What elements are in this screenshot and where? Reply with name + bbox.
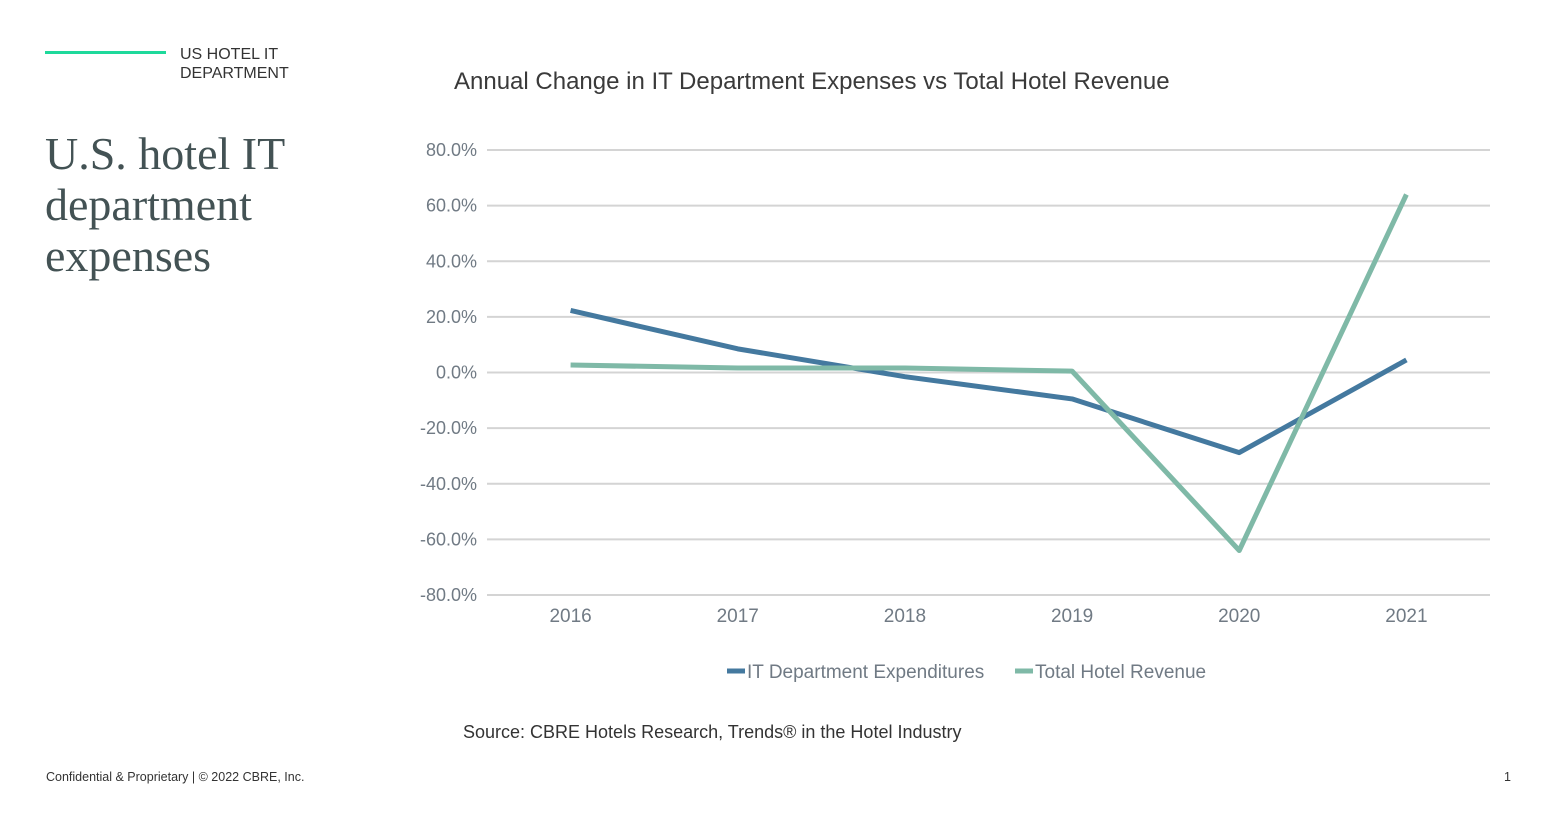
accent-line [45, 51, 166, 54]
y-tick-label: 60.0% [426, 196, 477, 216]
y-tick-label: -80.0% [420, 585, 477, 605]
x-tick-label: 2017 [717, 606, 759, 627]
y-tick-label: 80.0% [426, 140, 477, 160]
y-tick-label: 40.0% [426, 251, 477, 271]
x-tick-label: 2018 [884, 606, 926, 627]
section-label: US HOTEL IT DEPARTMENT [180, 46, 289, 82]
legend-label: Total Hotel Revenue [1035, 662, 1206, 683]
page-number: 1 [1504, 770, 1511, 784]
legend-label: IT Department Expenditures [747, 662, 984, 683]
source-note: Source: CBRE Hotels Research, Trends® in… [463, 722, 962, 742]
x-tick-label: 2016 [549, 606, 591, 627]
y-tick-label: -20.0% [420, 418, 477, 438]
y-tick-label: 0.0% [436, 363, 477, 383]
x-tick-label: 2021 [1385, 606, 1427, 627]
chart-title: Annual Change in IT Department Expenses … [454, 68, 1170, 95]
series-line-1 [570, 193, 1409, 553]
x-tick-label: 2019 [1051, 606, 1093, 627]
x-tick-label: 2020 [1218, 606, 1260, 627]
series-line-0 [570, 308, 1408, 456]
y-tick-label: -60.0% [420, 529, 477, 549]
footer-copyright: Confidential & Proprietary | © 2022 CBRE… [46, 770, 305, 784]
slide-title: U.S. hotel IT department expenses [45, 128, 285, 281]
y-tick-label: 20.0% [426, 307, 477, 327]
y-tick-label: -40.0% [420, 474, 477, 494]
